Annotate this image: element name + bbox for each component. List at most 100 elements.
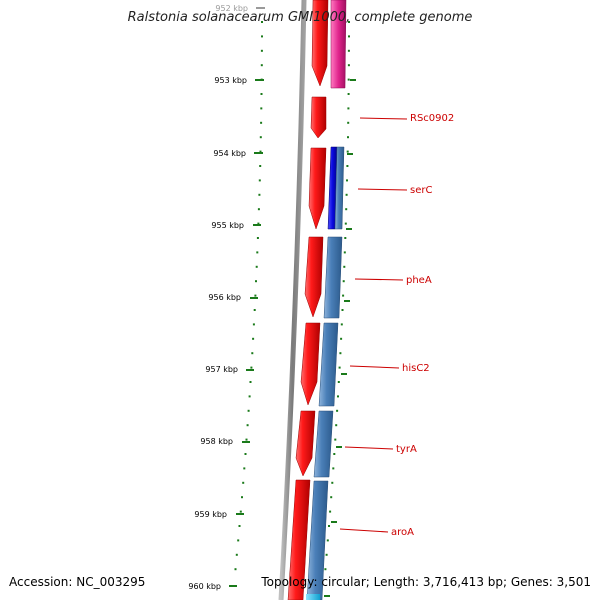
- minor-tick: [345, 208, 348, 211]
- minor-tick: [328, 525, 330, 527]
- minor-tick: [347, 93, 350, 95]
- minor-tick: [340, 323, 343, 326]
- gene-label-phea[interactable]: pheA: [406, 275, 432, 286]
- minor-tick: [337, 381, 340, 383]
- minor-tick-marks: [234, 21, 350, 571]
- minor-tick: [344, 222, 347, 225]
- minor-tick: [259, 150, 262, 153]
- gene-forward-1: [311, 0, 329, 87]
- gene-label-hisc2[interactable]: hisC2: [402, 363, 430, 374]
- major-tick-marks: [229, 7, 265, 587]
- minor-tick: [330, 496, 333, 499]
- minor-tick: [348, 21, 350, 23]
- minor-tick: [255, 280, 257, 283]
- minor-tick: [343, 265, 346, 268]
- minor-tick: [261, 21, 263, 23]
- minor-tick: [347, 121, 350, 124]
- minor-tick: [247, 409, 250, 412]
- minor-tick: [260, 64, 263, 67]
- tick-label-956: 956 kbp: [208, 293, 241, 302]
- minor-tick: [348, 35, 350, 38]
- minor-tick: [260, 93, 263, 95]
- minor-tick: [243, 467, 246, 470]
- minor-tick: [335, 424, 338, 427]
- gene-forward-5: [300, 322, 321, 406]
- minor-tick: [256, 237, 259, 239]
- gene-reverse-cyan: [306, 594, 320, 600]
- minor-tick: [345, 193, 348, 196]
- gene-forward-4: [304, 236, 324, 318]
- minor-tick: [249, 381, 252, 383]
- minor-tick: [343, 251, 346, 254]
- gene-forward-3: [308, 147, 327, 230]
- minor-tick: [260, 107, 263, 110]
- minor-tick: [326, 539, 329, 542]
- gene-reverse-blue-2: [323, 236, 343, 319]
- minor-tick: [234, 568, 237, 571]
- minor-tick: [341, 309, 344, 311]
- gene-label-serc[interactable]: serC: [410, 185, 432, 196]
- minor-tick: [331, 481, 334, 484]
- minor-tick: [258, 179, 261, 182]
- minor-tick: [334, 438, 337, 441]
- minor-tick: [242, 481, 245, 484]
- tick-label-959: 959 kbp: [194, 510, 227, 519]
- minor-tick: [340, 337, 343, 340]
- gene-forward-7: [287, 479, 311, 600]
- minor-tick: [244, 453, 247, 455]
- minor-tick: [347, 107, 350, 110]
- minor-tick: [344, 237, 347, 239]
- tick-label-952: 952 kbp: [215, 4, 248, 13]
- minor-tick: [253, 309, 256, 311]
- minor-tick: [260, 121, 263, 124]
- tick-label-953: 953 kbp: [214, 76, 247, 85]
- minor-tick: [252, 323, 255, 326]
- minor-tick: [337, 395, 339, 398]
- minor-tick: [239, 510, 242, 513]
- gene-reverse-blue-4: [313, 410, 334, 478]
- tick-label-955: 955 kbp: [211, 221, 244, 230]
- minor-tick: [342, 280, 345, 283]
- minor-tick: [254, 294, 257, 297]
- minor-tick: [238, 525, 241, 527]
- minor-tick: [336, 409, 339, 412]
- minor-tick: [346, 165, 349, 167]
- gene-label-aroa[interactable]: aroA: [391, 527, 414, 538]
- gene-forward-6: [295, 410, 316, 477]
- topology-label: Topology: circular; Length: 3,716,413 bp…: [261, 575, 591, 589]
- gene-reverse-pink: [330, 0, 347, 89]
- minor-tick: [260, 49, 263, 52]
- minor-tick: [347, 64, 350, 67]
- gene-label-tyra[interactable]: tyrA: [396, 444, 417, 455]
- gene-forward-2: [310, 96, 327, 139]
- minor-tick: [339, 352, 342, 355]
- minor-tick: [250, 366, 253, 369]
- minor-tick: [255, 265, 258, 268]
- gene-label-lines: [339, 117, 408, 533]
- reverse-strand-genes: [306, 0, 347, 600]
- genome-title: Ralstonia solanacearum GMI1000, complete…: [127, 10, 473, 25]
- minor-tick: [259, 136, 262, 139]
- minor-tick: [259, 165, 262, 167]
- gene-reverse-blue-1: [334, 146, 345, 230]
- minor-tick: [256, 251, 259, 254]
- minor-tick: [245, 438, 248, 441]
- minor-tick: [235, 553, 238, 556]
- gene-reverse-blue-5: [306, 480, 329, 600]
- accession-label: Accession: NC_003295: [9, 575, 146, 589]
- minor-tick: [338, 366, 341, 369]
- right-tick-marks: [324, 79, 356, 597]
- minor-tick: [347, 136, 349, 139]
- tick-label-957: 957 kbp: [205, 365, 238, 374]
- gene-label-rsc0902[interactable]: RSc0902: [410, 113, 454, 124]
- minor-tick: [325, 553, 328, 556]
- minor-tick: [346, 150, 349, 153]
- tick-label-958: 958 kbp: [200, 437, 233, 446]
- gene-reverse-blue-3: [318, 322, 339, 407]
- minor-tick: [342, 294, 345, 297]
- minor-tick: [237, 539, 240, 542]
- minor-tick: [332, 467, 335, 470]
- minor-tick: [257, 222, 260, 225]
- tick-label-960: 960 kbp: [188, 582, 221, 591]
